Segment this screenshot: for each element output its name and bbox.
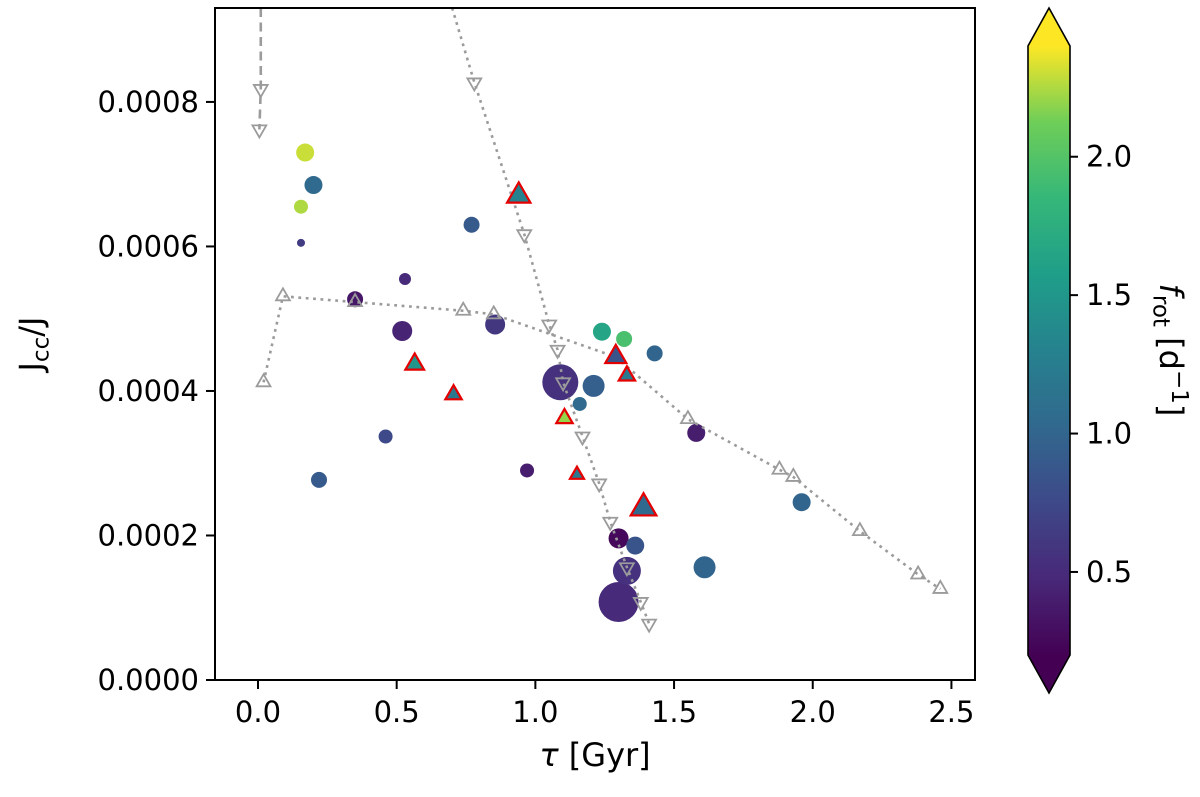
red-edge-triangle-point xyxy=(554,406,575,425)
plot-frame xyxy=(214,7,976,681)
y-axis-label: Jcc/J xyxy=(12,317,54,374)
scatter-point xyxy=(293,199,308,214)
scatter-point xyxy=(485,314,506,335)
triangle-up-marker xyxy=(909,564,927,580)
triangle-up-marker xyxy=(931,579,949,594)
scatter-point xyxy=(626,536,645,555)
scatter-points xyxy=(293,143,811,622)
scatter-point xyxy=(572,396,587,411)
flagged-points xyxy=(403,180,659,517)
y-tick-label: 0.0008 xyxy=(98,85,199,119)
x-tick-label: 0.5 xyxy=(374,695,420,729)
scatter-point xyxy=(646,345,663,362)
y-tick-label: 0.0000 xyxy=(98,663,199,697)
triangle-down-marker xyxy=(632,597,650,612)
scatter-point xyxy=(311,471,328,488)
red-edge-triangle-point xyxy=(628,490,659,517)
x-tick-label: 0.0 xyxy=(235,695,281,729)
colorbar-tick-label: 1.5 xyxy=(1086,278,1132,312)
y-tick-label: 0.0002 xyxy=(98,518,199,552)
red-edge-triangle-point xyxy=(603,342,629,365)
colorbar-tick-label: 1.0 xyxy=(1086,417,1132,451)
colorbar-tick-label: 0.5 xyxy=(1086,555,1132,589)
scatter-point xyxy=(296,143,315,162)
red-edge-triangle-point xyxy=(443,382,464,401)
triangle-down-marker xyxy=(554,377,572,393)
scatter-point xyxy=(399,272,411,285)
triangle-down-marker xyxy=(574,431,592,447)
triangle-up-marker xyxy=(346,292,364,307)
scatter-point xyxy=(582,374,605,397)
scatter-point xyxy=(616,330,633,347)
scatter-point xyxy=(612,556,641,585)
triangle-up-marker xyxy=(679,409,697,425)
colorbar-extend-max xyxy=(1028,8,1070,46)
triangle-down-marker xyxy=(549,344,567,360)
red-edge-triangle-point xyxy=(403,351,426,371)
scatter-point xyxy=(592,322,611,341)
scatter-point xyxy=(520,463,535,478)
triangle-down-marker xyxy=(640,618,658,634)
track-left-dashed-line xyxy=(258,8,263,130)
colorbar-extend-min xyxy=(1028,655,1070,693)
x-tick-label: 2.5 xyxy=(928,695,974,729)
x-tick-label: 2.0 xyxy=(790,695,836,729)
colorbar-label: frot [d−1] xyxy=(1148,284,1193,417)
red-edge-triangle-point xyxy=(505,180,533,204)
triangle-down-marker xyxy=(590,478,608,494)
triangle-down-marker xyxy=(250,124,268,140)
scatter-point xyxy=(598,581,639,622)
colorbar-tick-label: 2.0 xyxy=(1086,140,1132,174)
scatter-point xyxy=(304,176,323,195)
scatter-point xyxy=(792,493,811,512)
y-tick-label: 0.0004 xyxy=(98,374,199,408)
triangle-down-marker xyxy=(601,516,619,532)
triangle-down-marker xyxy=(515,229,533,244)
scatter-point xyxy=(378,429,393,444)
x-tick-label: 1.5 xyxy=(651,695,697,729)
triangle-down-marker xyxy=(465,77,483,93)
x-tick-label: 1.0 xyxy=(512,695,558,729)
scatter-point xyxy=(463,216,480,233)
triangle-down-marker xyxy=(540,319,558,335)
red-edge-triangle-point xyxy=(616,364,637,382)
triangle-up-marker xyxy=(851,521,869,537)
triangle-up-marker xyxy=(274,286,292,302)
track-shallow-dotted-line xyxy=(262,294,942,591)
triangle-down-marker xyxy=(618,562,636,578)
colorbar-gradient xyxy=(1028,46,1070,655)
triangle-down-marker xyxy=(252,84,270,99)
x-axis-label: τ [Gyr] xyxy=(539,736,650,774)
triangle-up-marker xyxy=(485,304,503,320)
scatter-point xyxy=(296,238,305,247)
y-tick-label: 0.0006 xyxy=(98,229,199,263)
scatter-point xyxy=(542,364,579,401)
evolution-tracks xyxy=(250,8,949,634)
scatter-point xyxy=(392,320,413,341)
colorbar-outline xyxy=(1027,6,1071,695)
triangle-up-marker xyxy=(770,459,788,475)
triangle-up-marker xyxy=(255,372,273,388)
scatter-point xyxy=(693,556,716,579)
scatter-point xyxy=(687,423,706,442)
triangle-up-marker xyxy=(784,467,802,482)
red-edge-triangle-point xyxy=(568,464,586,480)
triangle-up-marker xyxy=(454,300,472,316)
